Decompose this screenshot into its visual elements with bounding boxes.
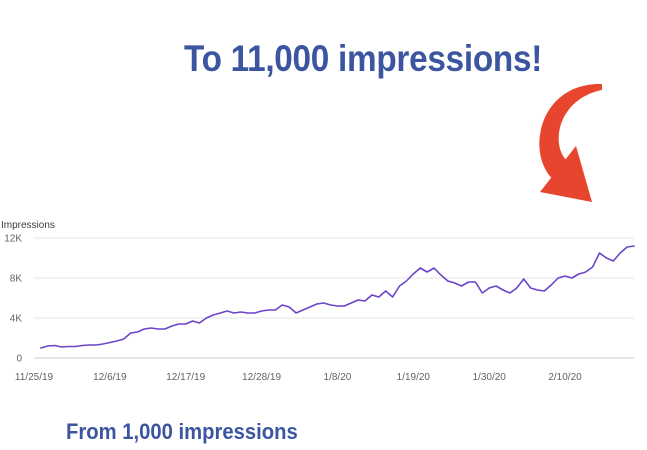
- red-curved-arrow-icon: [539, 83, 602, 202]
- x-tick-label: 11/25/19: [15, 372, 54, 383]
- x-tick-label: 12/6/19: [93, 372, 127, 383]
- y-tick-label: 12K: [4, 234, 22, 245]
- headline: To 11,000 impressions!: [184, 38, 543, 79]
- impressions-chart: Impressions 0 4K 8K 12K 11/25/19 12/6/19 12/1…: [1, 220, 635, 383]
- arrow-shaft: [539, 83, 602, 188]
- y-axis-title: Impressions: [1, 220, 55, 231]
- x-tick-label: 1/19/20: [397, 372, 431, 383]
- y-tick-label: 4K: [10, 314, 23, 325]
- y-tick-label: 8K: [10, 274, 23, 285]
- series-line: [40, 245, 635, 349]
- x-tick-labels: 11/25/19 12/6/19 12/17/19 12/28/19 1/8/20 1/1…: [15, 372, 582, 383]
- x-tick-label: 2/10/20: [548, 372, 582, 383]
- arrow-head: [540, 146, 592, 202]
- x-tick-label: 1/30/20: [472, 372, 506, 383]
- y-tick-labels: 0 4K 8K 12K: [4, 234, 22, 365]
- x-tick-label: 1/8/20: [324, 372, 352, 383]
- y-tick-label: 0: [16, 354, 22, 365]
- x-tick-label: 12/17/19: [166, 372, 205, 383]
- grid-lines: [34, 237, 634, 359]
- footer-caption: From 1,000 impressions: [66, 419, 298, 444]
- x-tick-label: 12/28/19: [242, 372, 281, 383]
